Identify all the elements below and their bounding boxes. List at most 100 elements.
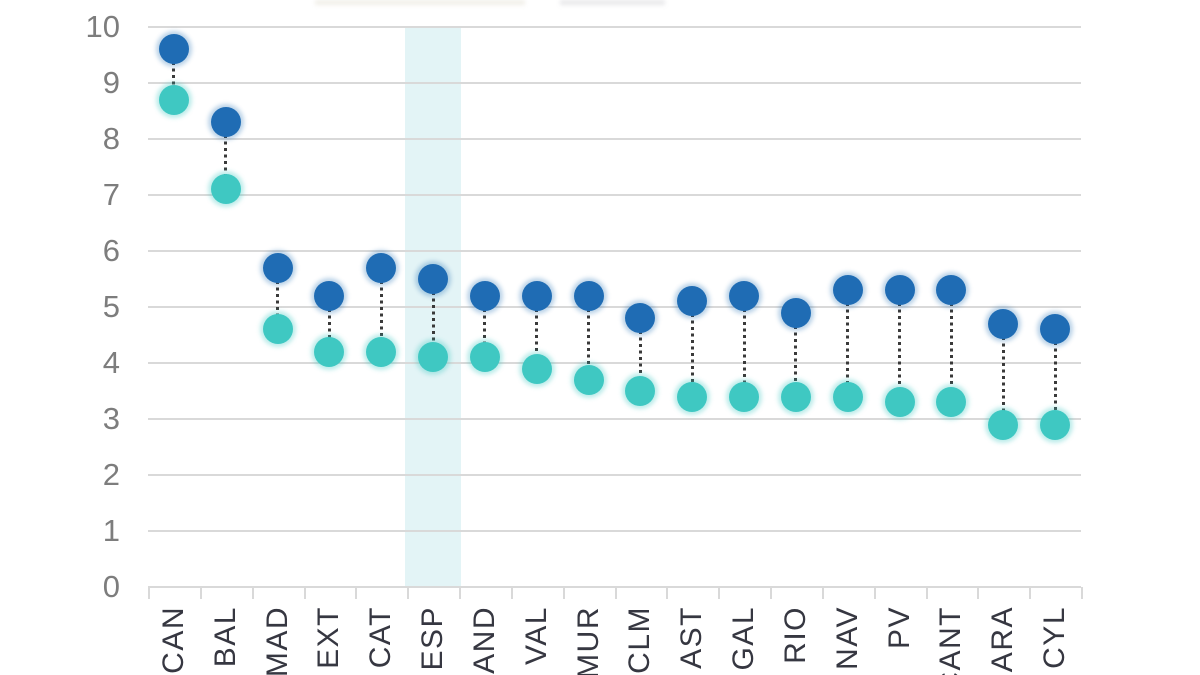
x-tick-label-nav: NAV	[830, 606, 864, 670]
dot-dark-and	[469, 280, 500, 311]
y-tick-label: 7	[102, 177, 120, 212]
x-axis-tick	[614, 587, 617, 599]
x-tick-label-esp: ESP	[416, 606, 450, 671]
y-tick-label: 10	[85, 9, 120, 44]
x-axis-tick	[1081, 587, 1083, 599]
dot-teal-esp	[418, 342, 449, 373]
x-tick-label-ast: AST	[675, 606, 709, 669]
connector-clm	[638, 318, 642, 391]
y-tick-label: 1	[102, 513, 120, 548]
x-axis-tick	[925, 587, 928, 599]
x-axis-tick	[718, 587, 721, 599]
dot-dark-rio	[780, 297, 811, 328]
x-axis-tick	[562, 587, 565, 599]
gridline-y1	[148, 530, 1081, 532]
x-axis-tick	[770, 587, 772, 599]
dot-teal-can	[158, 84, 189, 115]
dot-dark-ext	[314, 280, 345, 311]
y-tick-label: 4	[102, 345, 120, 380]
connector-cat	[379, 267, 383, 352]
connector-gal	[742, 295, 746, 397]
dot-dark-nav	[832, 275, 863, 306]
gridline-y7	[148, 194, 1081, 196]
connector-rio	[794, 312, 798, 397]
dot-teal-ast	[677, 381, 708, 412]
y-tick-label: 5	[102, 289, 120, 324]
x-tick-label-clm: CLM	[623, 606, 657, 674]
y-tick-label: 2	[102, 457, 120, 492]
x-axis-tick	[666, 587, 669, 599]
dot-teal-pv	[884, 387, 915, 418]
gridline-y4	[148, 362, 1081, 364]
dot-teal-rio	[780, 381, 811, 412]
connector-ara	[1001, 323, 1005, 425]
dot-teal-val	[521, 353, 552, 384]
dot-teal-cant	[936, 387, 967, 418]
dot-teal-mad	[262, 314, 293, 345]
connector-ext	[327, 295, 331, 352]
x-axis-tick	[510, 587, 513, 599]
dot-dark-cant	[936, 275, 967, 306]
dot-dark-mur	[573, 280, 604, 311]
connector-nav	[846, 290, 850, 397]
y-tick-label: 9	[102, 65, 120, 100]
dot-teal-ext	[314, 336, 345, 367]
x-axis-tick	[303, 587, 306, 599]
dot-teal-ara	[988, 409, 1019, 440]
x-axis-tick	[251, 587, 254, 599]
x-tick-label-and: AND	[467, 606, 501, 674]
dot-teal-mur	[573, 364, 604, 395]
dot-dark-mad	[262, 252, 293, 283]
dot-dark-cyl	[1040, 314, 1071, 345]
dot-dark-bal	[210, 107, 241, 138]
x-tick-label-bal: BAL	[208, 606, 242, 668]
dot-teal-and	[469, 342, 500, 373]
y-tick-label: 8	[102, 121, 120, 156]
x-tick-label-ara: ARA	[986, 606, 1020, 673]
x-tick-label-mad: MAD	[260, 606, 294, 675]
gridline-y3	[148, 418, 1081, 420]
dot-teal-cyl	[1040, 409, 1071, 440]
x-axis-tick	[355, 587, 358, 599]
connector-pv	[898, 290, 902, 403]
connector-cyl	[1053, 329, 1057, 425]
connector-and	[483, 295, 487, 358]
x-tick-label-mur: MUR	[571, 606, 605, 675]
gridline-y8	[148, 138, 1081, 140]
gridline-y2	[148, 474, 1081, 476]
dot-teal-gal	[729, 381, 760, 412]
connector-ast	[690, 301, 694, 397]
gridline-y9	[148, 82, 1081, 84]
x-axis-tick	[1029, 587, 1032, 599]
x-tick-label-cat: CAT	[364, 606, 398, 669]
y-tick-label: 0	[102, 569, 120, 604]
connector-mad	[276, 267, 280, 330]
x-axis-tick	[199, 587, 202, 599]
x-axis-tick	[407, 587, 410, 599]
dot-dark-val	[521, 280, 552, 311]
connector-val	[535, 295, 539, 369]
connector-esp	[431, 279, 435, 358]
dot-dark-gal	[729, 280, 760, 311]
x-tick-label-gal: GAL	[727, 606, 761, 671]
dot-dark-clm	[625, 303, 656, 334]
y-tick-label: 3	[102, 401, 120, 436]
x-axis-tick	[821, 587, 824, 599]
gridline-y6	[148, 250, 1081, 252]
dot-teal-clm	[625, 376, 656, 406]
x-axis-tick	[148, 587, 150, 599]
x-tick-label-rio: RIO	[778, 606, 812, 664]
dot-dark-ast	[677, 286, 708, 317]
x-tick-label-val: VAL	[519, 606, 553, 665]
x-tick-label-pv: PV	[882, 606, 916, 650]
x-axis-tick	[873, 587, 876, 599]
x-tick-label-ext: EXT	[312, 606, 346, 669]
x-tick-label-cyl: CYL	[1038, 606, 1072, 669]
dot-dark-ara	[988, 308, 1019, 339]
dot-teal-bal	[210, 174, 241, 205]
connector-mur	[587, 295, 591, 380]
dot-teal-cat	[366, 336, 397, 367]
clipped-title-remnant	[315, 0, 525, 5]
dot-teal-nav	[832, 381, 863, 412]
